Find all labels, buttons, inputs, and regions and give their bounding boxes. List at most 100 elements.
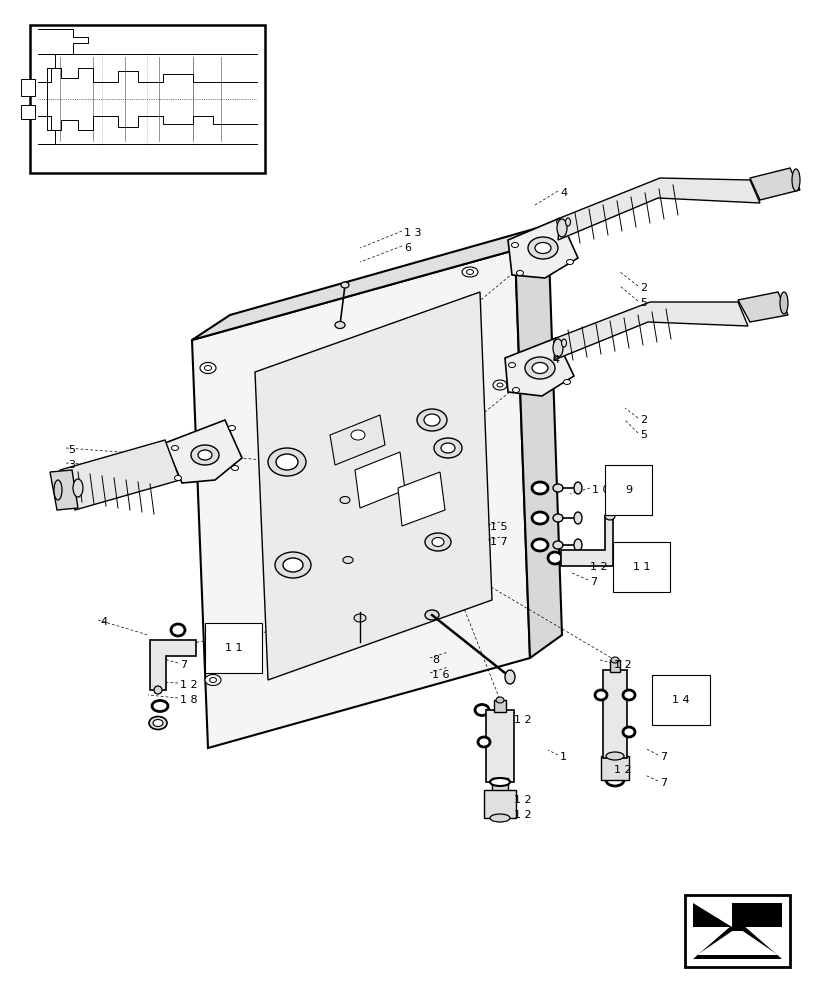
Ellipse shape <box>424 610 438 620</box>
Polygon shape <box>355 452 404 508</box>
Ellipse shape <box>552 514 562 522</box>
Polygon shape <box>692 903 781 927</box>
Ellipse shape <box>535 515 543 521</box>
Polygon shape <box>330 415 385 465</box>
Ellipse shape <box>535 485 543 491</box>
Ellipse shape <box>423 414 439 426</box>
Text: 1 2: 1 2 <box>614 765 631 775</box>
Ellipse shape <box>335 322 345 328</box>
Ellipse shape <box>779 292 787 314</box>
Text: 1 1: 1 1 <box>632 562 650 572</box>
Text: 1 2: 1 2 <box>514 810 531 820</box>
Polygon shape <box>692 903 731 927</box>
Ellipse shape <box>354 614 366 622</box>
Ellipse shape <box>73 479 83 497</box>
Polygon shape <box>60 440 179 510</box>
Polygon shape <box>255 292 491 680</box>
Polygon shape <box>508 218 577 278</box>
Text: 1 2: 1 2 <box>179 680 198 690</box>
Ellipse shape <box>791 169 799 191</box>
Polygon shape <box>600 756 629 780</box>
Ellipse shape <box>495 697 504 703</box>
Ellipse shape <box>152 700 168 711</box>
Text: 9: 9 <box>624 485 631 495</box>
Ellipse shape <box>198 450 212 460</box>
Ellipse shape <box>573 482 581 494</box>
Ellipse shape <box>268 448 306 476</box>
Bar <box>21 105 35 119</box>
Ellipse shape <box>565 218 570 226</box>
Ellipse shape <box>200 362 216 373</box>
Text: 1 4: 1 4 <box>672 695 689 705</box>
Bar <box>30 25 265 173</box>
Ellipse shape <box>191 445 218 465</box>
Polygon shape <box>602 670 626 758</box>
Ellipse shape <box>209 678 216 682</box>
Polygon shape <box>50 470 78 510</box>
Ellipse shape <box>153 719 163 726</box>
Ellipse shape <box>424 533 451 551</box>
Text: 1 2: 1 2 <box>614 660 631 670</box>
Ellipse shape <box>492 380 506 390</box>
Ellipse shape <box>605 752 624 760</box>
Ellipse shape <box>228 426 235 430</box>
Text: 4: 4 <box>559 188 566 198</box>
Ellipse shape <box>475 704 489 715</box>
Text: 7: 7 <box>590 577 596 587</box>
Ellipse shape <box>174 476 181 481</box>
Text: 1 2: 1 2 <box>590 562 607 572</box>
Ellipse shape <box>496 383 502 387</box>
Polygon shape <box>609 660 619 672</box>
Ellipse shape <box>341 282 348 288</box>
Polygon shape <box>192 250 529 748</box>
Text: 7: 7 <box>179 660 187 670</box>
Ellipse shape <box>556 220 563 225</box>
Ellipse shape <box>535 542 543 548</box>
Polygon shape <box>165 420 241 483</box>
Ellipse shape <box>275 454 298 470</box>
Ellipse shape <box>205 674 221 686</box>
Polygon shape <box>692 920 781 959</box>
Ellipse shape <box>547 552 562 564</box>
Polygon shape <box>737 292 787 322</box>
Ellipse shape <box>532 362 547 373</box>
Polygon shape <box>494 700 505 712</box>
Text: 1: 1 <box>559 752 566 762</box>
Ellipse shape <box>283 558 303 572</box>
Ellipse shape <box>340 496 350 504</box>
Ellipse shape <box>528 237 557 259</box>
Ellipse shape <box>171 446 179 450</box>
Ellipse shape <box>516 270 523 275</box>
Polygon shape <box>150 640 196 690</box>
Ellipse shape <box>610 657 619 663</box>
Text: 4: 4 <box>100 617 107 627</box>
Text: 5: 5 <box>639 430 646 440</box>
Text: 1 7: 1 7 <box>490 537 507 547</box>
Text: 8: 8 <box>432 655 438 665</box>
Ellipse shape <box>54 480 62 500</box>
Text: 6: 6 <box>404 243 410 253</box>
Text: 1 2: 1 2 <box>514 795 531 805</box>
Text: 1 6: 1 6 <box>432 670 449 680</box>
Ellipse shape <box>557 219 566 237</box>
Ellipse shape <box>504 670 514 684</box>
Text: 1 1: 1 1 <box>225 643 242 653</box>
Text: 1 5: 1 5 <box>490 522 507 532</box>
Ellipse shape <box>232 466 238 471</box>
Ellipse shape <box>490 778 509 786</box>
Ellipse shape <box>561 339 566 347</box>
Ellipse shape <box>573 539 581 551</box>
Text: 1 0: 1 0 <box>591 485 609 495</box>
Ellipse shape <box>171 624 184 636</box>
Polygon shape <box>484 790 515 818</box>
Ellipse shape <box>490 814 509 822</box>
Ellipse shape <box>534 242 550 253</box>
Ellipse shape <box>532 482 547 494</box>
Ellipse shape <box>512 387 519 392</box>
Ellipse shape <box>622 690 634 700</box>
Text: 1 8: 1 8 <box>179 695 198 705</box>
Text: 5: 5 <box>639 298 646 308</box>
Ellipse shape <box>605 774 624 786</box>
Ellipse shape <box>552 541 562 549</box>
Bar <box>21 79 35 96</box>
